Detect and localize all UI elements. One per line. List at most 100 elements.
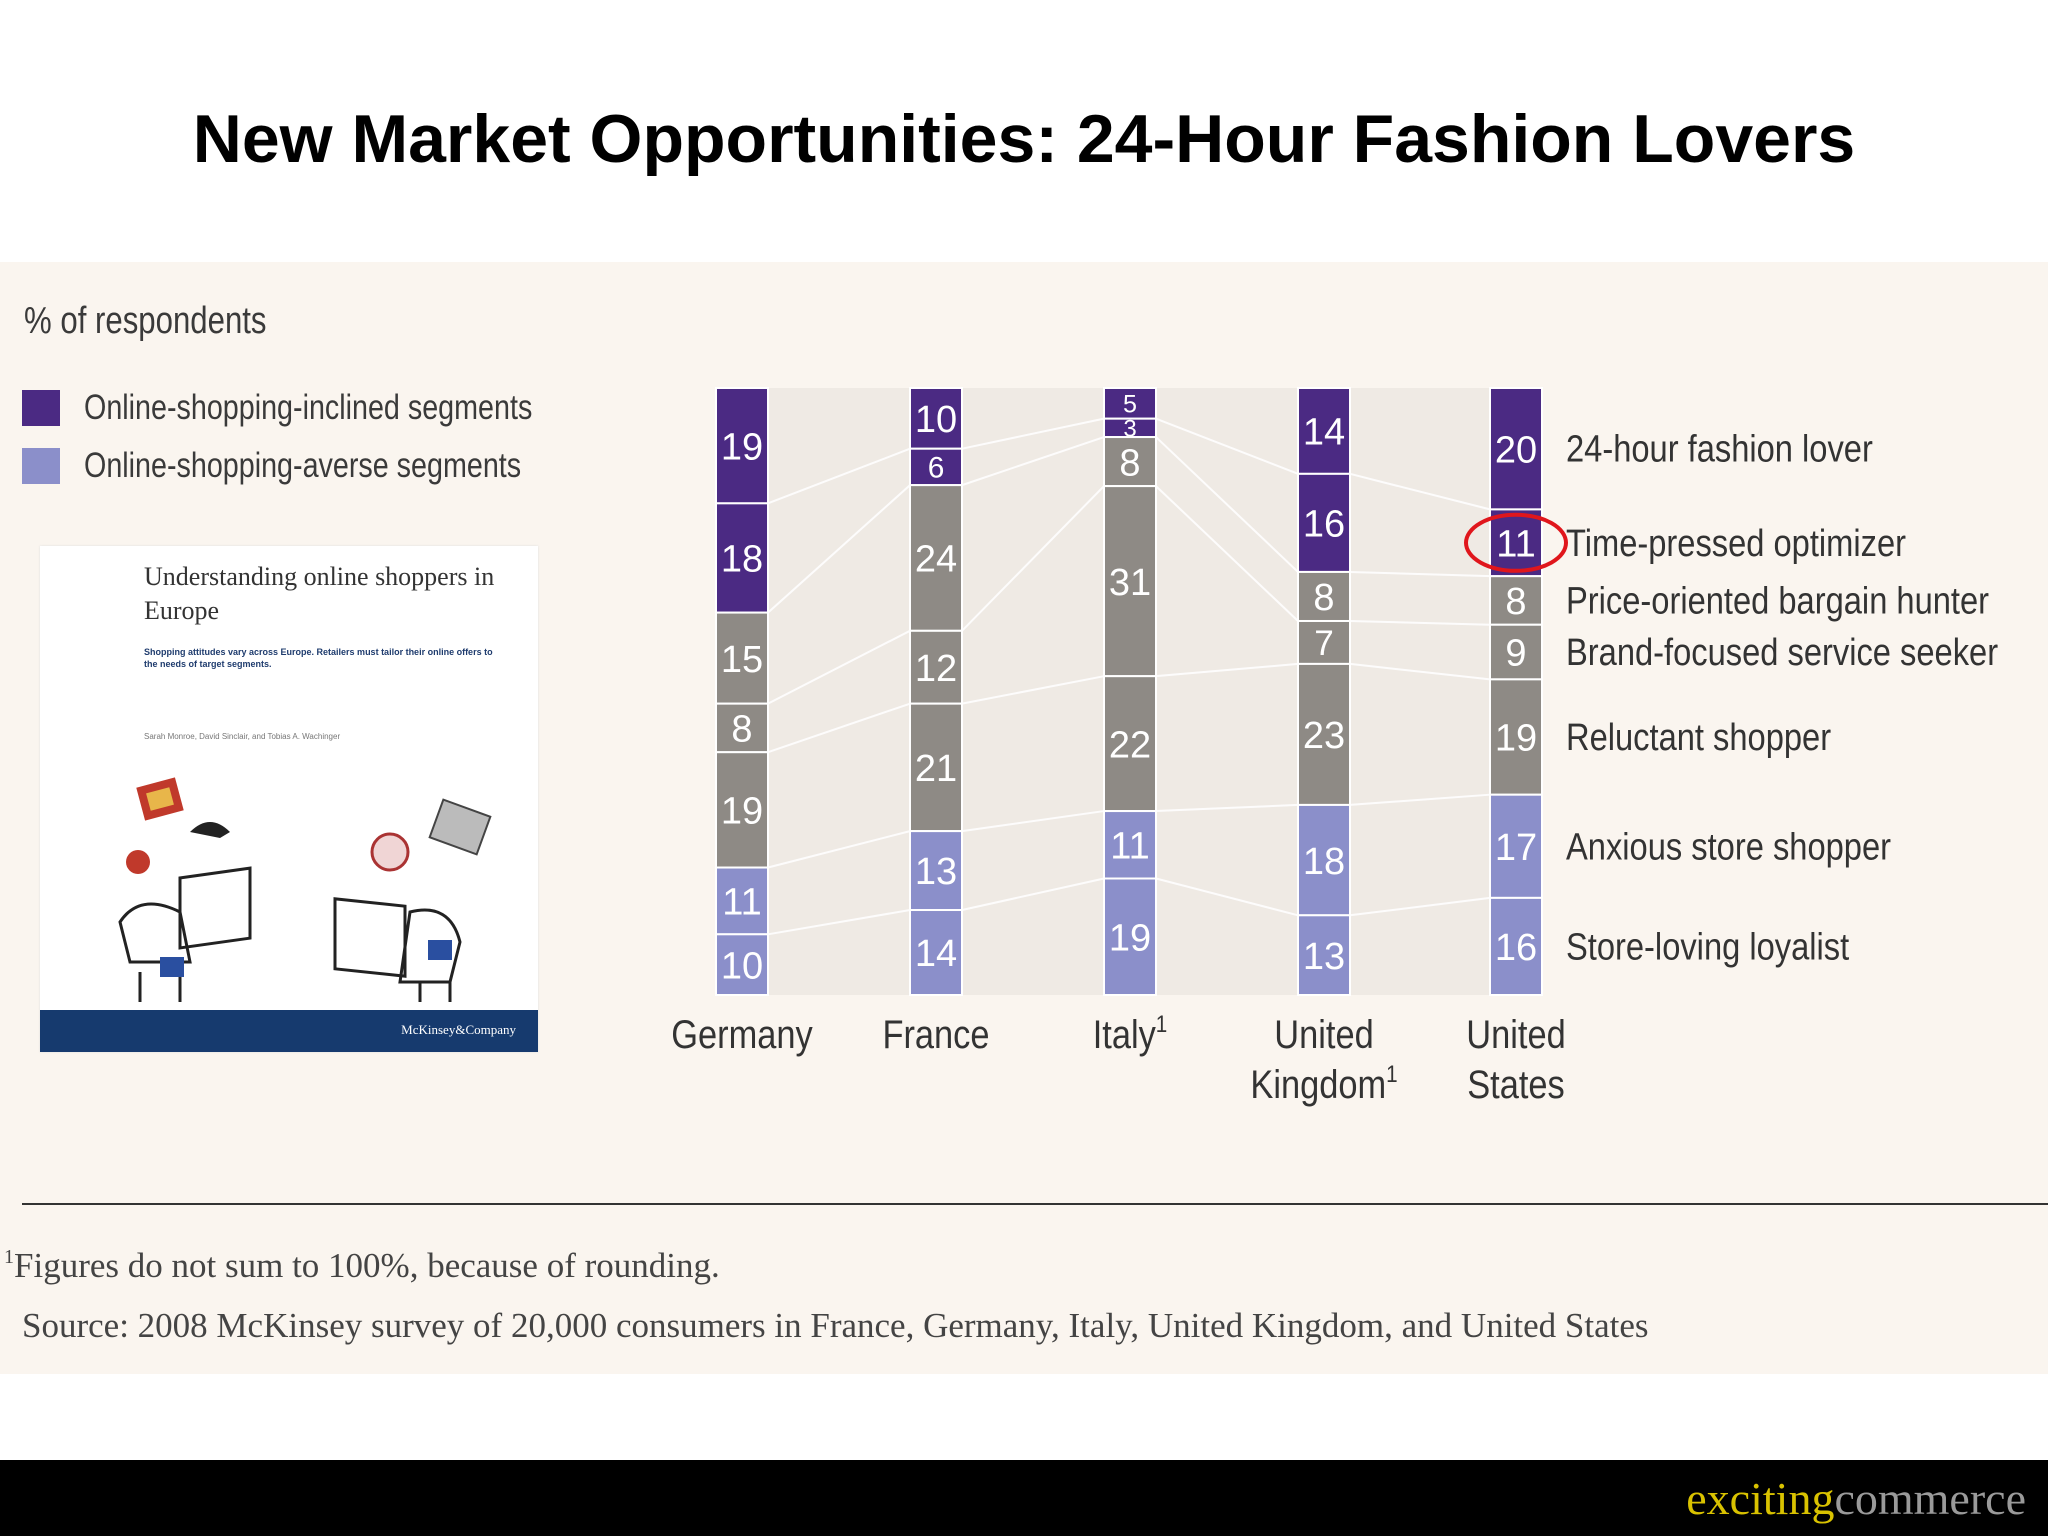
value-label: 18 [721,539,763,581]
value-label: 10 [915,399,957,441]
report-cover-image: Understanding online shoppers in Europe … [40,546,538,1052]
value-label: 13 [1303,936,1345,978]
connector-line [961,877,1105,911]
bar-segment-united-kingdom-anxious-store-shopper [1297,803,1351,917]
brand-part1: exciting [1686,1473,1835,1524]
connector-line [961,417,1105,450]
series-label: Reluctant shopper [1566,716,1831,759]
value-label: 22 [1109,724,1151,766]
bar-segment-germany-24-hour-fashion-lover [715,387,769,505]
value-label: 6 [928,452,945,485]
connector-line [767,909,911,936]
bar-segment-germany-time-pressed-optimizer [715,502,769,614]
connector-line [1349,570,1491,578]
report-publisher: McKinsey&Company [401,1022,516,1037]
value-label: 18 [1303,841,1345,883]
bar-segment-united-states-reluctant-shopper [1489,678,1543,796]
connector-line [1349,472,1491,511]
bar-segment-italy-anxious-store-shopper [1103,810,1157,880]
footnote-text: Figures do not sum to 100%, because of r… [14,1246,720,1285]
value-label: 23 [1303,715,1345,757]
value-label: 19 [1495,718,1537,760]
value-label: 8 [1119,442,1140,484]
category-label-word: Kingdom1 [1250,1061,1397,1107]
connector-line [961,485,1105,632]
slide-title: New Market Opportunities: 24-Hour Fashio… [192,101,1856,177]
bar-segment-united-kingdom-store-loving-loyalist [1297,914,1351,996]
connector-line [1155,485,1299,622]
footer-bar [0,1460,2048,1536]
legend-swatch-averse [22,448,60,484]
value-label: 17 [1495,827,1537,869]
bar-segment-france-brand-focused-service-seeker [909,629,963,705]
connector-line [961,436,1105,487]
value-label: 5 [1123,390,1137,418]
category-label-word: States [1467,1062,1565,1107]
connector-line [767,629,911,705]
series-label: Store-loving loyalist [1566,925,1849,968]
bar-segment-france-time-pressed-optimizer [909,447,963,487]
brand-part2: commerce [1834,1473,2026,1524]
brand-logo: excitingcommerce [1686,1472,2026,1525]
highlight-circle [1464,512,1568,573]
category-label-word: France [882,1012,989,1057]
source-note: Source: 2008 McKinsey survey of 20,000 c… [22,1306,1649,1345]
bar-segment-united-states-24-hour-fashion-lover [1489,387,1543,511]
value-label: 20 [1495,429,1537,471]
value-label: 15 [721,639,763,681]
category-label-united-states: United States [1466,1012,1565,1107]
value-label: 24 [915,539,957,581]
value-label: 10 [721,945,763,987]
connector-line [1349,793,1491,806]
category-label-word: Italy1 [1093,1011,1168,1057]
connector-line [1349,619,1491,626]
category-label-germany: Germany [671,1012,813,1057]
category-label-france: France [882,1012,989,1057]
connector-line [1155,436,1299,573]
connector-line [1349,896,1491,917]
bar-segment-united-states-store-loving-loyalist [1489,896,1543,997]
bar-segment-germany-anxious-store-shopper [715,866,769,936]
bar-segment-france-price-oriented-bargain-hunter [909,484,963,632]
connector-line [767,484,911,614]
value-label: 16 [1303,504,1345,546]
category-label-word: United [1466,1012,1565,1057]
value-label: 19 [721,791,763,833]
value-label: 11 [1110,825,1149,867]
bar-segment-germany-brand-focused-service-seeker [715,702,769,754]
connector-line [1155,662,1299,678]
connector-line [1349,662,1491,681]
legend-swatch-inclined [22,390,60,426]
series-label: 24-hour fashion lover [1566,427,1873,470]
value-label: 8 [731,709,752,751]
report-authors: Sarah Monroe, David Sinclair, and Tobias… [144,732,341,741]
value-label: 31 [1109,562,1151,604]
value-label: 8 [1505,581,1526,623]
report-subtitle: Shopping attitudes vary across Europe. R… [144,647,493,669]
bar-segment-france-store-loving-loyalist [909,909,963,997]
stacked-bar-chart: 1918158191110106241221131453831221119141… [671,387,1998,1107]
report-title: Understanding online shoppers in Europe [144,562,495,625]
value-label: 16 [1495,927,1537,969]
connector-line [1155,417,1299,475]
bar-segment-germany-price-oriented-bargain-hunter [715,611,769,705]
connector-line [1155,803,1299,813]
connector-line [961,675,1105,705]
bar-segment-italy-price-oriented-bargain-hunter [1103,436,1157,488]
bar-segment-france-anxious-store-shopper [909,830,963,912]
value-label: 21 [915,748,957,790]
value-label: 11 [722,882,761,924]
bar-segment-germany-store-loving-loyalist [715,933,769,996]
value-label: 12 [915,648,957,690]
value-label: 8 [1313,577,1334,619]
bar-segment-italy-brand-focused-service-seeker [1103,485,1157,678]
legend-item-averse: Online-shopping-averse segments [22,446,617,486]
shoppers-illustration [118,777,492,1002]
connector-line [1155,877,1299,917]
series-label: Brand-focused service seeker [1566,631,1998,674]
category-label-italy: Italy1 [1093,1011,1168,1057]
connector-line [961,810,1105,833]
value-label: 7 [1314,624,1334,663]
category-label-word: Germany [671,1012,813,1057]
